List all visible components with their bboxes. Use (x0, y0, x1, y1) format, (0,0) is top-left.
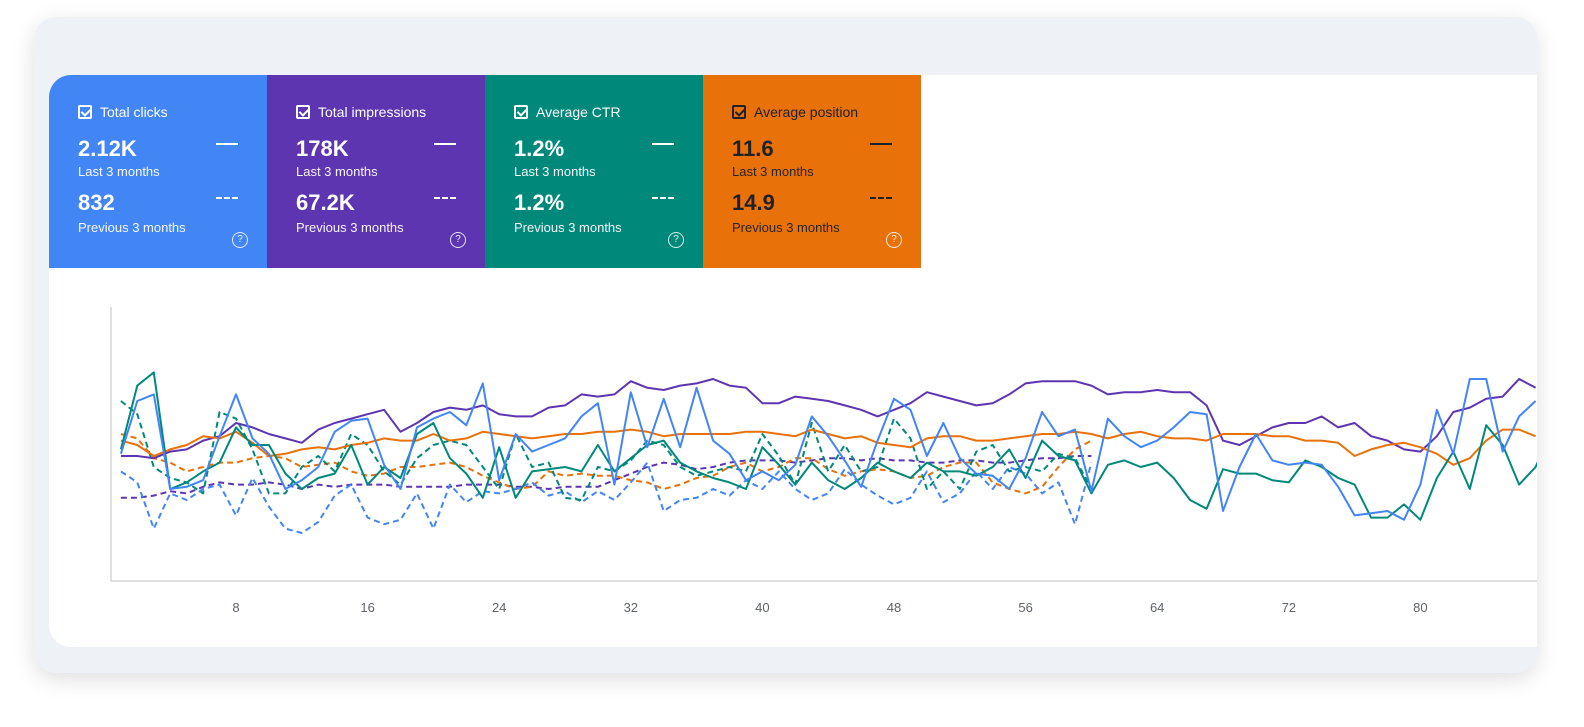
dashed-line-icon (652, 197, 674, 199)
metric-current-value: 178K (296, 136, 349, 161)
series-average-position-previous (120, 433, 1092, 495)
x-tick-label: 16 (360, 600, 374, 615)
help-icon[interactable]: ? (450, 232, 466, 248)
previous-period-label: Previous 3 months (78, 220, 186, 235)
x-tick-label: 48 (887, 600, 901, 615)
checkbox-icon[interactable] (296, 105, 310, 119)
x-tick-label: 56 (1018, 600, 1032, 615)
metric-cards: Total clicks 2.12K Last 3 months 832 Pre… (49, 75, 921, 268)
solid-line-icon (216, 143, 238, 145)
metric-current-value: 11.6 (732, 136, 774, 161)
x-tick-label: 80 (1413, 600, 1427, 615)
series-total-impressions-current (120, 378, 1537, 460)
current-period-label: Last 3 months (296, 164, 378, 179)
series-average-ctr-previous (120, 400, 1093, 501)
current-period-label: Last 3 months (732, 164, 814, 179)
metric-previous-value: 67.2K (296, 190, 355, 215)
solid-line-icon (652, 143, 674, 145)
series-total-clicks-current (119, 378, 1537, 521)
help-icon[interactable]: ? (668, 232, 684, 248)
previous-period-label: Previous 3 months (296, 220, 404, 235)
performance-chart: 8 16 24 32 40 48 56 64 72 80 (110, 307, 1537, 615)
series-total-clicks-previous (120, 461, 1093, 534)
metric-label: Total clicks (100, 104, 168, 120)
x-tick-label: 8 (232, 600, 239, 615)
checkbox-icon[interactable] (78, 105, 92, 119)
metric-card-total-impressions[interactable]: Total impressions 178K Last 3 months 67.… (267, 75, 485, 268)
x-tick-label: 72 (1282, 600, 1296, 615)
x-tick-label: 32 (624, 600, 638, 615)
series-average-position-current (120, 428, 1536, 466)
metric-previous-value: 14.9 (732, 190, 775, 215)
report-frame: 8 16 24 32 40 48 56 64 72 80 Total clicks 2.12K L… (34, 17, 1537, 673)
metric-card-average-position[interactable]: Average position 11.6 Last 3 months 14.9… (703, 75, 921, 268)
performance-panel: 8 16 24 32 40 48 56 64 72 80 Total clicks 2.12K L… (49, 75, 1537, 647)
metric-current-value: 2.12K (78, 136, 137, 161)
help-icon[interactable]: ? (886, 232, 902, 248)
metric-label: Average CTR (536, 104, 621, 120)
x-tick-label: 40 (755, 600, 769, 615)
previous-period-label: Previous 3 months (732, 220, 840, 235)
solid-line-icon (870, 143, 892, 145)
current-period-label: Last 3 months (514, 164, 596, 179)
metric-previous-value: 832 (78, 190, 115, 215)
metric-label: Total impressions (318, 104, 427, 120)
metric-previous-value: 1.2% (514, 190, 565, 215)
dashed-line-icon (870, 197, 892, 199)
solid-line-icon (434, 143, 456, 145)
x-tick-label: 64 (1150, 600, 1164, 615)
x-tick-layer: 8 16 24 32 40 48 56 64 72 80 (232, 600, 1427, 615)
metric-label: Average position (754, 104, 859, 120)
previous-period-label: Previous 3 months (514, 220, 622, 235)
series-layer (119, 371, 1537, 534)
checkbox-icon[interactable] (732, 105, 746, 119)
checkbox-icon[interactable] (514, 105, 528, 119)
x-tick-label: 24 (492, 600, 506, 615)
dashed-line-icon (216, 197, 238, 199)
series-total-impressions-previous (120, 455, 1092, 499)
dashed-line-icon (434, 197, 456, 199)
current-period-label: Last 3 months (78, 164, 160, 179)
metric-current-value: 1.2% (514, 136, 565, 161)
metric-card-average-ctr[interactable]: Average CTR 1.2% Last 3 months 1.2% Prev… (485, 75, 703, 268)
help-icon[interactable]: ? (232, 232, 248, 248)
metric-card-total-clicks[interactable]: Total clicks 2.12K Last 3 months 832 Pre… (49, 75, 267, 268)
